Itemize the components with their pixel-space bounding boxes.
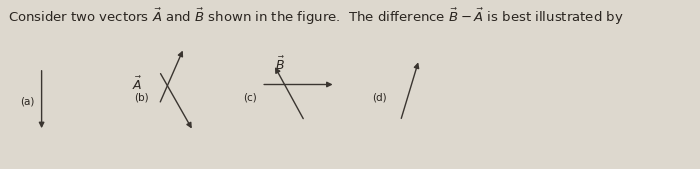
Text: (c): (c) <box>243 93 256 103</box>
Text: Consider two vectors $\vec{A}$ and $\vec{B}$ shown in the figure.  The differenc: Consider two vectors $\vec{A}$ and $\vec… <box>8 6 623 27</box>
Text: (b): (b) <box>134 93 149 103</box>
Text: (d): (d) <box>372 93 387 103</box>
Text: $\vec{B}$: $\vec{B}$ <box>275 56 285 73</box>
Text: $\vec{A}$: $\vec{A}$ <box>132 76 143 93</box>
Text: (a): (a) <box>20 96 34 106</box>
